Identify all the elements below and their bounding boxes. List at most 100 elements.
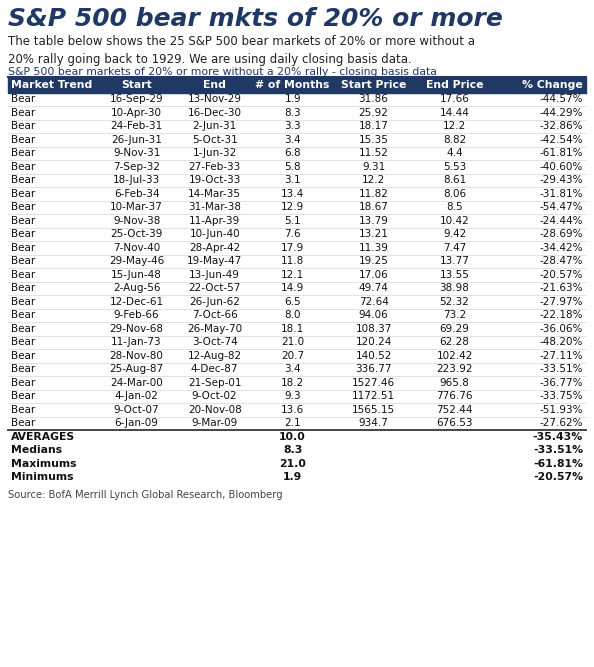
Text: 13.79: 13.79 (359, 215, 388, 225)
Text: 21.0: 21.0 (281, 338, 304, 348)
Text: -44.29%: -44.29% (539, 108, 583, 118)
Text: -34.42%: -34.42% (539, 243, 583, 253)
Text: 9-Nov-31: 9-Nov-31 (113, 148, 160, 158)
Text: Bear: Bear (11, 364, 35, 374)
Text: 18.17: 18.17 (359, 121, 388, 131)
Text: -20.57%: -20.57% (539, 269, 583, 279)
Text: 140.52: 140.52 (355, 351, 392, 361)
Text: 2-Aug-56: 2-Aug-56 (113, 283, 160, 293)
Text: Bear: Bear (11, 229, 35, 239)
Text: 16-Sep-29: 16-Sep-29 (110, 94, 163, 104)
Text: 9-Oct-07: 9-Oct-07 (114, 405, 159, 415)
Text: 8.61: 8.61 (443, 175, 466, 185)
Text: -61.81%: -61.81% (533, 459, 583, 469)
Text: 1565.15: 1565.15 (352, 405, 395, 415)
Text: Bear: Bear (11, 175, 35, 185)
Text: -54.47%: -54.47% (539, 202, 583, 212)
Text: 31-Mar-38: 31-Mar-38 (188, 202, 241, 212)
Text: Bear: Bear (11, 283, 35, 293)
Text: -36.06%: -36.06% (539, 323, 583, 334)
Text: 26-May-70: 26-May-70 (187, 323, 242, 334)
Text: 965.8: 965.8 (440, 378, 469, 388)
Text: 21.0: 21.0 (279, 459, 306, 469)
Text: 69.29: 69.29 (440, 323, 469, 334)
Text: 7.6: 7.6 (285, 229, 301, 239)
Text: 24-Feb-31: 24-Feb-31 (110, 121, 163, 131)
Text: 7-Oct-66: 7-Oct-66 (192, 310, 238, 320)
Text: Bear: Bear (11, 338, 35, 348)
Text: # of Months: # of Months (255, 80, 330, 90)
Text: 3.3: 3.3 (285, 121, 301, 131)
Text: -48.20%: -48.20% (539, 338, 583, 348)
Text: -36.77%: -36.77% (539, 378, 583, 388)
Text: 25-Aug-87: 25-Aug-87 (109, 364, 164, 374)
Text: Bear: Bear (11, 94, 35, 104)
Text: Medians: Medians (11, 446, 62, 456)
Text: 19-May-47: 19-May-47 (187, 256, 242, 266)
Text: 2.1: 2.1 (285, 418, 301, 428)
Text: 17.66: 17.66 (440, 94, 469, 104)
Text: 10-Mar-37: 10-Mar-37 (110, 202, 163, 212)
Text: AVERAGES: AVERAGES (11, 432, 75, 442)
Text: 22-Oct-57: 22-Oct-57 (188, 283, 241, 293)
Text: -33.51%: -33.51% (533, 446, 583, 456)
Text: -51.93%: -51.93% (539, 405, 583, 415)
Text: The table below shows the 25 S&P 500 bear markets of 20% or more without a
20% r: The table below shows the 25 S&P 500 bea… (8, 35, 475, 67)
Text: 26-Jun-31: 26-Jun-31 (111, 135, 162, 145)
Text: 6-Jan-09: 6-Jan-09 (115, 418, 159, 428)
Text: 5-Oct-31: 5-Oct-31 (192, 135, 238, 145)
Text: Bear: Bear (11, 297, 35, 307)
Text: Bear: Bear (11, 310, 35, 320)
Text: 1.9: 1.9 (283, 472, 302, 482)
Text: 9.42: 9.42 (443, 229, 466, 239)
Text: 72.64: 72.64 (359, 297, 388, 307)
Text: Bear: Bear (11, 108, 35, 118)
Text: Source: BofA Merrill Lynch Global Research, Bloomberg: Source: BofA Merrill Lynch Global Resear… (8, 490, 283, 500)
Text: 4-Jan-02: 4-Jan-02 (115, 392, 159, 402)
Text: 776.76: 776.76 (436, 392, 473, 402)
Text: 10.42: 10.42 (440, 215, 469, 225)
Text: 12-Aug-82: 12-Aug-82 (188, 351, 242, 361)
Text: 21-Sep-01: 21-Sep-01 (188, 378, 241, 388)
Text: 7-Nov-40: 7-Nov-40 (113, 243, 160, 253)
Bar (8, 77, 586, 93)
Text: 14.44: 14.44 (440, 108, 469, 118)
Text: 17.06: 17.06 (359, 269, 388, 279)
Text: 17.9: 17.9 (281, 243, 304, 253)
Text: 15.35: 15.35 (359, 135, 388, 145)
Text: 1.9: 1.9 (285, 94, 301, 104)
Text: 12.1: 12.1 (281, 269, 304, 279)
Text: 19.25: 19.25 (359, 256, 388, 266)
Text: 3.1: 3.1 (285, 175, 301, 185)
Text: Bear: Bear (11, 256, 35, 266)
Text: -22.18%: -22.18% (539, 310, 583, 320)
Text: 31.86: 31.86 (359, 94, 388, 104)
Text: 8.5: 8.5 (446, 202, 463, 212)
Text: 9-Feb-66: 9-Feb-66 (114, 310, 159, 320)
Text: -27.11%: -27.11% (539, 351, 583, 361)
Text: 120.24: 120.24 (355, 338, 392, 348)
Text: 14.9: 14.9 (281, 283, 304, 293)
Text: Bear: Bear (11, 269, 35, 279)
Text: -61.81%: -61.81% (539, 148, 583, 158)
Text: 8.0: 8.0 (285, 310, 301, 320)
Text: 52.32: 52.32 (440, 297, 469, 307)
Text: 11.8: 11.8 (281, 256, 304, 266)
Text: 3.4: 3.4 (285, 364, 301, 374)
Text: 20.7: 20.7 (281, 351, 304, 361)
Text: -27.97%: -27.97% (539, 297, 583, 307)
Text: 28-Apr-42: 28-Apr-42 (189, 243, 240, 253)
Text: 10.0: 10.0 (279, 432, 306, 442)
Text: -32.86%: -32.86% (539, 121, 583, 131)
Text: 11-Jan-73: 11-Jan-73 (111, 338, 162, 348)
Text: S&P 500 bear mkts of 20% or more: S&P 500 bear mkts of 20% or more (8, 7, 503, 31)
Text: 336.77: 336.77 (355, 364, 392, 374)
Text: 18-Jul-33: 18-Jul-33 (113, 175, 160, 185)
Text: Bear: Bear (11, 148, 35, 158)
Text: 11.39: 11.39 (359, 243, 388, 253)
Text: 5.53: 5.53 (443, 162, 466, 171)
Text: 1527.46: 1527.46 (352, 378, 395, 388)
Text: -31.81%: -31.81% (539, 189, 583, 199)
Text: 8.82: 8.82 (443, 135, 466, 145)
Text: 223.92: 223.92 (436, 364, 473, 374)
